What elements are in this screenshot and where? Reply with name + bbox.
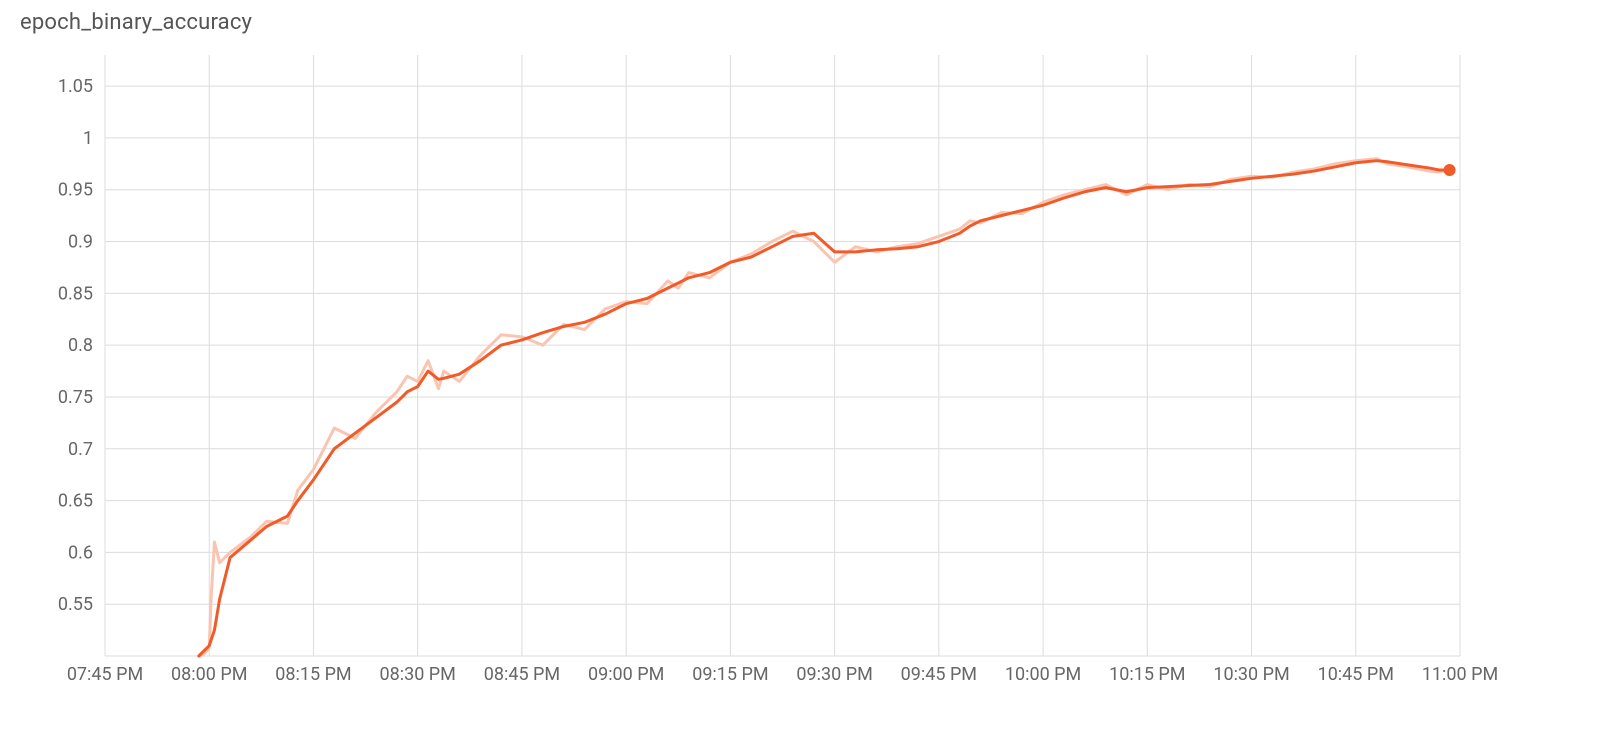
y-tick-label: 1.05 xyxy=(58,76,93,97)
x-tick-label: 08:15 PM xyxy=(275,664,351,685)
series-main-line xyxy=(199,161,1450,656)
y-tick-label: 0.85 xyxy=(58,283,93,304)
y-tick-label: 0.9 xyxy=(68,232,93,253)
x-tick-label: 11:00 PM xyxy=(1422,664,1498,685)
chart-container: epoch_binary_accuracy 07:45 PM 08:00 PM 08… xyxy=(0,0,1609,731)
x-tick-label: 08:00 PM xyxy=(171,664,247,685)
x-tick-label: 10:15 PM xyxy=(1109,664,1185,685)
x-tick-label: 08:45 PM xyxy=(484,664,560,685)
x-tick-label: 09:15 PM xyxy=(692,664,768,685)
x-tick-label: 09:00 PM xyxy=(588,664,664,685)
y-tick-label: 0.95 xyxy=(58,180,93,201)
chart-title: epoch_binary_accuracy xyxy=(20,10,252,35)
y-tick-label: 0.55 xyxy=(58,594,93,615)
y-tick-label: 0.65 xyxy=(58,491,93,512)
y-tick-label: 1 xyxy=(83,128,93,149)
x-tick-label: 07:45 PM xyxy=(67,664,143,685)
x-tick-label: 10:00 PM xyxy=(1005,664,1081,685)
x-tick-label: 10:45 PM xyxy=(1318,664,1394,685)
x-tick-label: 09:30 PM xyxy=(796,664,872,685)
y-tick-label: 0.75 xyxy=(58,387,93,408)
chart-svg: 07:45 PM 08:00 PM 08:15 PM 08:30 PM 08:45 PM… xyxy=(0,0,1609,731)
series-shadow-line xyxy=(199,159,1450,656)
series-endpoint-marker xyxy=(1444,164,1456,176)
x-tick-label: 09:45 PM xyxy=(901,664,977,685)
y-tick-label: 0.7 xyxy=(68,439,93,460)
x-tick-label: 10:30 PM xyxy=(1213,664,1289,685)
x-tick-label: 08:30 PM xyxy=(380,664,456,685)
y-tick-label: 0.6 xyxy=(68,542,93,563)
y-tick-label: 0.8 xyxy=(68,335,93,356)
